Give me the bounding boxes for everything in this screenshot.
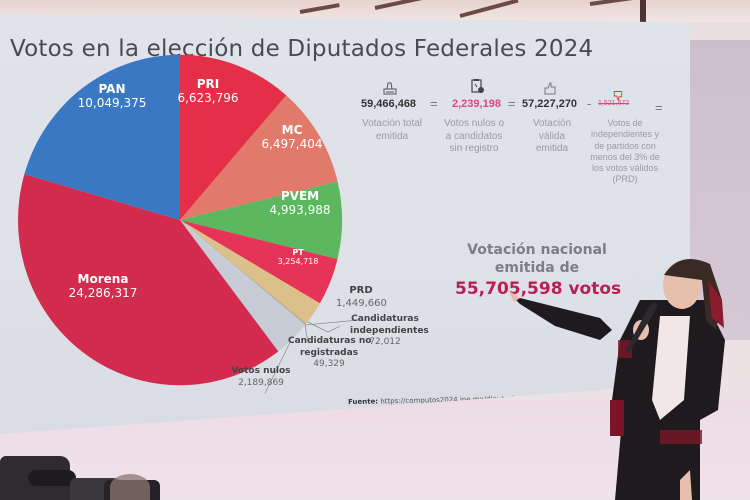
- total-votes-desc: Votación total emitida: [361, 118, 423, 142]
- minus-operator: -: [587, 96, 592, 111]
- clipboard-x-icon: [471, 79, 484, 93]
- label-mc: MC 6,497,404: [261, 123, 323, 151]
- slice-pt: [180, 220, 338, 304]
- label-pvem: PVEM 4,993,988: [269, 189, 331, 217]
- camera-lens: [28, 470, 76, 486]
- label-morena: Morena 24,286,317: [68, 272, 138, 300]
- slice-prd: [180, 220, 320, 324]
- label-pri: PRI 6,623,796: [177, 77, 239, 105]
- label-no-registradas: Candidaturas no registradas 49,329: [288, 336, 372, 370]
- ceiling-beam: [459, 0, 519, 18]
- slice-morena: [18, 174, 279, 386]
- label-pan: PAN 10,049,375: [77, 82, 147, 110]
- valid-votes-value: 57,227,270: [522, 98, 578, 110]
- slice-mc: [180, 95, 338, 220]
- thumbs-down-icon: [613, 91, 623, 101]
- slide-title: Votos en la elección de Diputados Federa…: [10, 36, 594, 62]
- slice-pan: [24, 54, 180, 220]
- null-votes-value: 2,239,198: [452, 98, 501, 110]
- ceiling-post: [640, 0, 646, 24]
- equals-operator: =: [430, 96, 438, 111]
- slice-noreg: [180, 220, 306, 325]
- projected-slide: Votos en la elección de Diputados Federa…: [0, 14, 690, 434]
- ballot-box-icon: [383, 82, 397, 95]
- valid-votes-desc: Votación válida emitida: [532, 118, 572, 154]
- national-votes-value: 55,705,598 votos: [455, 279, 622, 299]
- label-votos-nulos: Votos nulos 2,189,869: [231, 366, 291, 388]
- null-votes-desc: Votos nulos o a candidatos sin registro: [443, 118, 505, 154]
- thumbs-up-icon: [544, 82, 556, 95]
- ceiling-beam: [374, 0, 435, 10]
- equals-operator: =: [655, 100, 663, 115]
- ceiling-beam: [589, 0, 660, 6]
- total-votes-value: 59,466,468: [361, 98, 417, 110]
- label-independientes: Candidaturas independientes 72,012: [350, 314, 429, 348]
- back-wall: [688, 40, 750, 340]
- label-prd: PRD 1,449,660: [336, 285, 387, 309]
- label-pt: PT 3,254,718: [277, 248, 319, 267]
- excluded-votes-value: 1,521,672: [598, 100, 630, 107]
- ceiling-beam: [299, 3, 340, 14]
- national-votes-label: Votación nacional emitida de: [467, 242, 607, 276]
- pie-chart: [18, 54, 360, 394]
- slice-pri: [180, 54, 287, 220]
- slice-indep: [180, 220, 307, 325]
- audience-head: [110, 474, 150, 500]
- slice-nulos: [180, 220, 306, 352]
- excluded-votes-desc: Votos de independientes y de partidos co…: [590, 118, 660, 185]
- equals-operator: =: [508, 96, 516, 111]
- slice-pvem: [180, 181, 343, 260]
